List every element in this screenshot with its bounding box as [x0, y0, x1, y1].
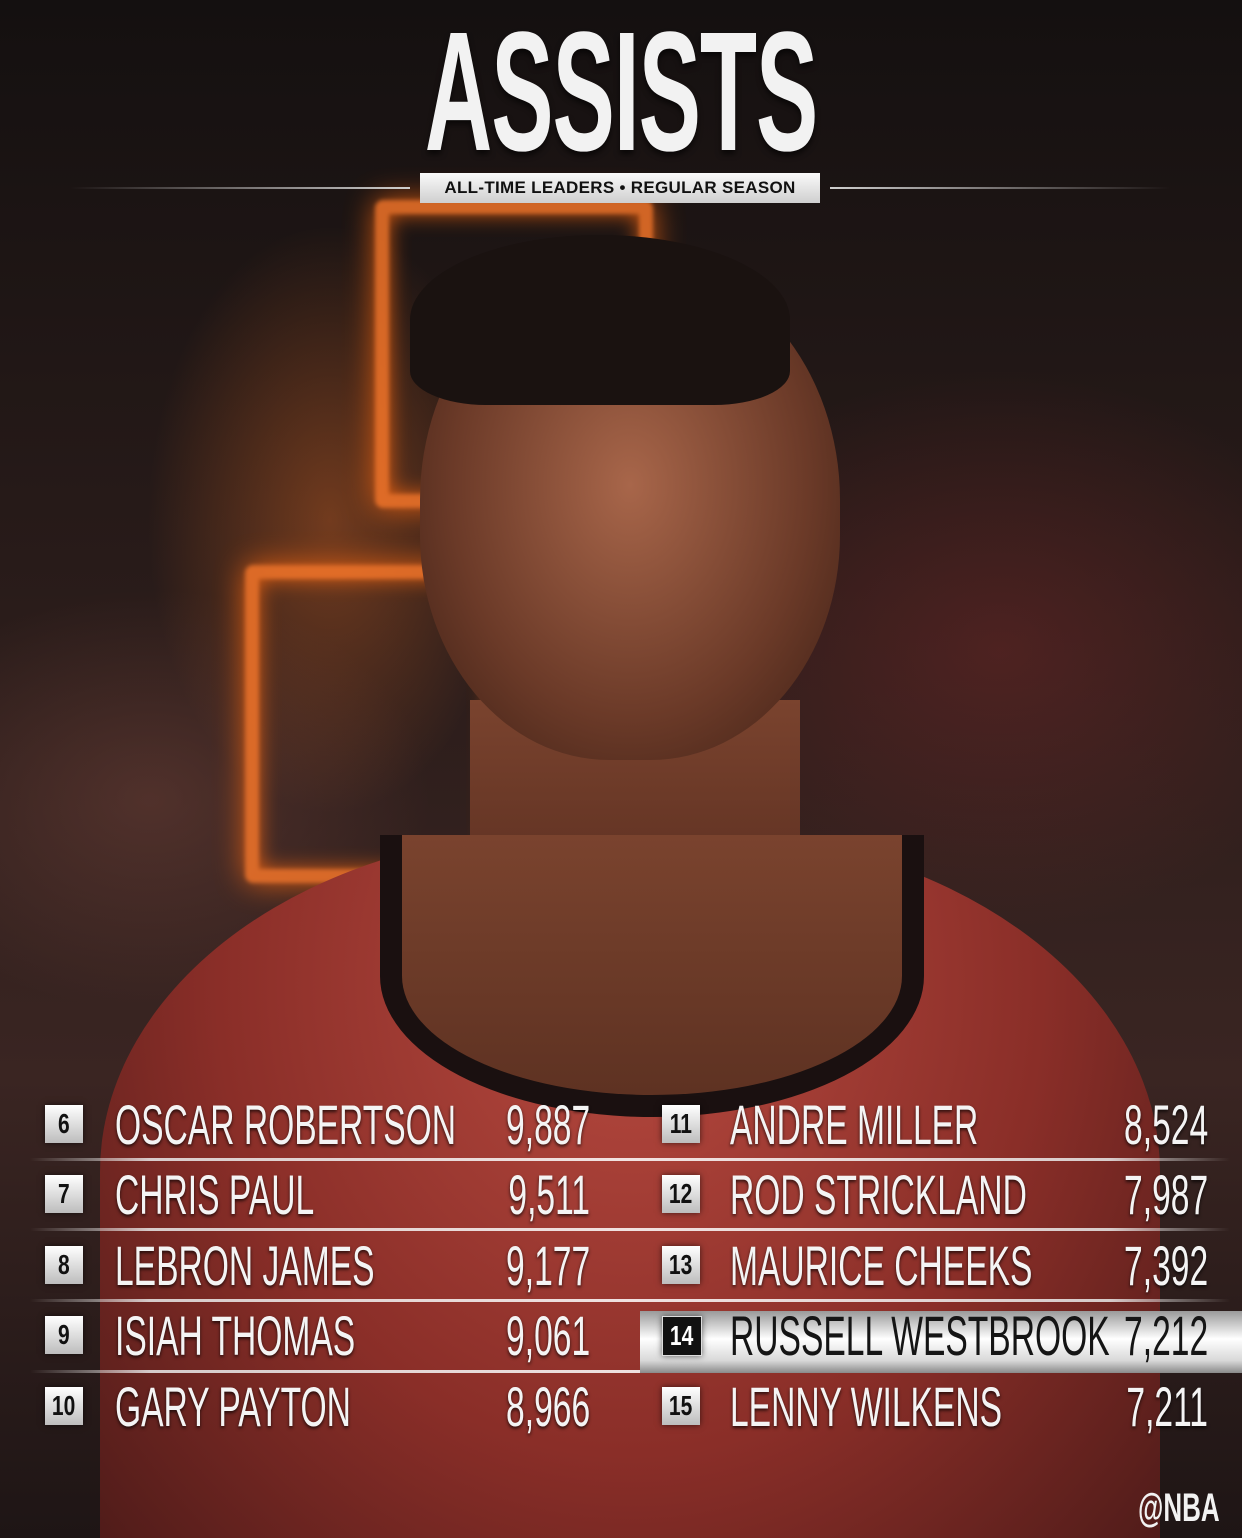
rank-number: 11: [669, 1108, 693, 1139]
assists-total: 9,511: [508, 1163, 590, 1226]
rank-number: 9: [58, 1319, 70, 1350]
rank-badge: 10: [45, 1387, 83, 1425]
rank-badge: 6: [45, 1105, 83, 1143]
assists-total: 9,061: [505, 1304, 590, 1367]
player-hair: [410, 235, 790, 405]
leader-row: 6 OSCAR ROBERTSON 9,887: [0, 1090, 620, 1160]
row-divider: [30, 1370, 1230, 1373]
rank-number: 8: [58, 1249, 70, 1280]
rank-number: 14: [670, 1320, 694, 1351]
leader-row: 7 CHRIS PAUL 9,511: [0, 1160, 620, 1230]
rank-number: 10: [52, 1390, 76, 1421]
leader-row: 12 ROD STRICKLAND 7,987: [640, 1160, 1242, 1230]
rank-badge: 14: [662, 1316, 702, 1356]
jersey-collar: [380, 835, 924, 1117]
leader-row: 9 ISIAH THOMAS 9,061: [0, 1301, 620, 1371]
rank-badge: 8: [45, 1246, 83, 1284]
leader-row: 15 LENNY WILKENS 7,211: [640, 1372, 1242, 1442]
row-divider: [30, 1228, 1230, 1231]
player-name: LEBRON JAMES: [115, 1234, 375, 1297]
row-divider: [30, 1158, 1230, 1161]
player-name: OSCAR ROBERTSON: [115, 1093, 457, 1156]
player-name: RUSSELL WESTBROOK: [730, 1304, 1110, 1367]
page-title: ASSISTS: [424, 0, 818, 187]
player-name: CHRIS PAUL: [115, 1163, 315, 1226]
rank-number: 13: [669, 1249, 693, 1280]
divider: [70, 187, 410, 189]
assists-total: 8,524: [1123, 1093, 1208, 1156]
rank-badge: 7: [45, 1175, 83, 1213]
player-name: LENNY WILKENS: [730, 1375, 1003, 1438]
assists-total: 9,887: [505, 1093, 590, 1156]
leader-row: 14 RUSSELL WESTBROOK 7,212: [640, 1305, 1242, 1373]
assists-total: 8,966: [505, 1375, 590, 1438]
leader-row: 13 MAURICE CHEEKS 7,392: [640, 1231, 1242, 1301]
assists-total: 7,987: [1123, 1163, 1208, 1226]
assists-total: 7,392: [1123, 1234, 1208, 1297]
rank-badge: 11: [662, 1105, 700, 1143]
player-name: ANDRE MILLER: [730, 1093, 979, 1156]
assists-total: 9,177: [505, 1234, 590, 1297]
rank-badge: 13: [662, 1246, 700, 1284]
player-name: ROD STRICKLAND: [730, 1163, 1027, 1226]
rank-number: 7: [58, 1178, 70, 1209]
assists-total: 7,211: [1126, 1375, 1208, 1438]
assists-total: 7,212: [1123, 1304, 1208, 1367]
divider: [830, 187, 1170, 189]
player-name: MAURICE CHEEKS: [730, 1234, 1033, 1297]
subtitle: ALL-TIME LEADERS • REGULAR SEASON: [420, 173, 820, 203]
leader-row: 11 ANDRE MILLER 8,524: [640, 1090, 1242, 1160]
rank-badge: 9: [45, 1316, 83, 1354]
rank-number: 15: [669, 1390, 693, 1421]
leader-row: 8 LEBRON JAMES 9,177: [0, 1231, 620, 1301]
row-divider: [30, 1299, 1230, 1302]
player-name: ISIAH THOMAS: [115, 1304, 356, 1367]
rank-badge: 12: [662, 1175, 700, 1213]
leader-row: 10 GARY PAYTON 8,966: [0, 1372, 620, 1442]
player-name: GARY PAYTON: [115, 1375, 351, 1438]
rank-number: 6: [58, 1108, 70, 1139]
rank-number: 12: [669, 1178, 693, 1209]
rank-badge: 15: [662, 1387, 700, 1425]
nba-handle: @NBA: [1138, 1486, 1220, 1530]
